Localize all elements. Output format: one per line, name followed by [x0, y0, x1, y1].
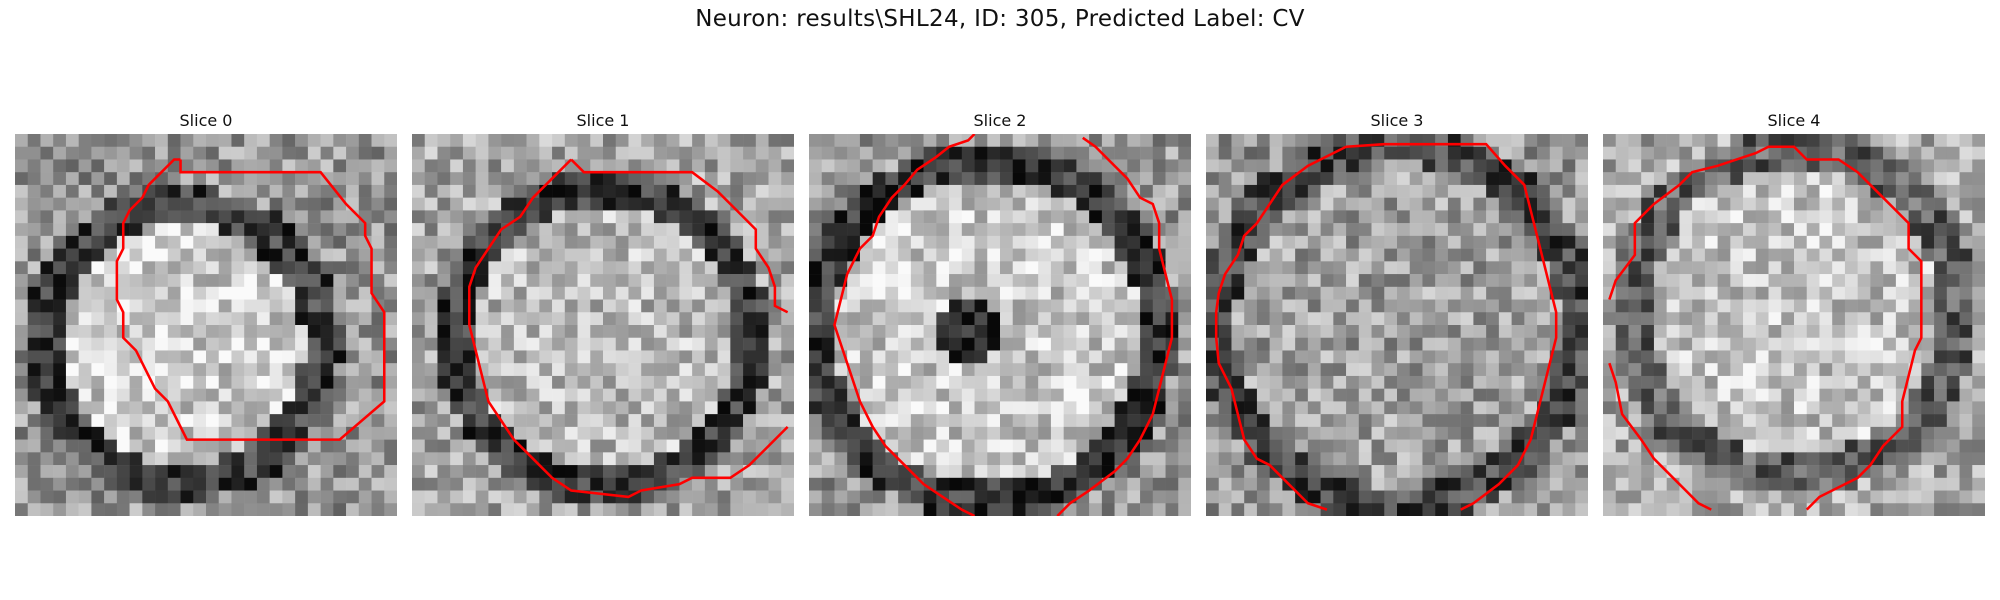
grayscale-texture: [15, 134, 397, 516]
slice-panel-3: Slice 3: [1206, 108, 1588, 516]
segmentation-contour: [1608, 145, 1923, 511]
segmentation-contour: [1056, 136, 1174, 516]
slice-image-1: [412, 134, 794, 516]
slice-panel-4: Slice 4: [1603, 108, 1985, 516]
slice-image-0: [15, 134, 397, 516]
grayscale-texture: [809, 134, 1191, 516]
slice-panel-2: Slice 2: [809, 108, 1191, 516]
slice-image-3: [1206, 134, 1588, 516]
slice-title-3: Slice 3: [1370, 111, 1424, 130]
grayscale-texture: [1603, 134, 1985, 516]
figure-title: Neuron: results\SHL24, ID: 305, Predicte…: [695, 6, 1305, 32]
segmentation-contour: [1214, 145, 1347, 511]
slice-image-4: [1603, 134, 1985, 516]
segmentation-contour: [570, 158, 789, 314]
segmentation-contour: [833, 134, 976, 516]
slice-title-2: Slice 2: [973, 111, 1027, 130]
slice-panel-1: Slice 1: [412, 108, 794, 516]
slice-image-2: [809, 134, 1191, 516]
slice-title-4: Slice 4: [1767, 111, 1821, 130]
slice-panel-0: Slice 0: [15, 108, 397, 516]
grayscale-texture: [1206, 134, 1588, 516]
slice-title-1: Slice 1: [576, 111, 630, 130]
segmentation-contour: [1608, 362, 1712, 511]
segmentation-contour: [468, 158, 789, 499]
segmentation-contour: [1345, 142, 1558, 511]
slice-title-0: Slice 0: [179, 111, 233, 130]
segmentation-contour: [115, 158, 386, 441]
